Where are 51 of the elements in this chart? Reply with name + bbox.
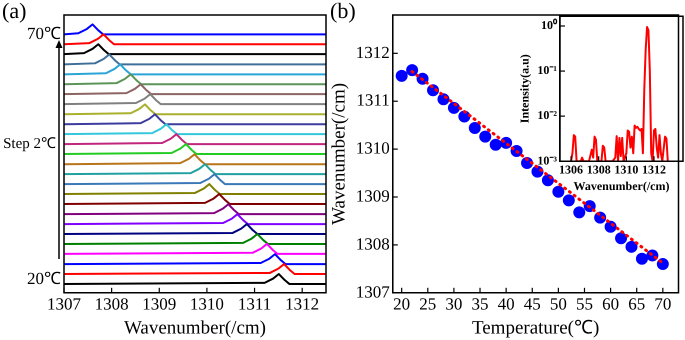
x-tick-label: 1310 [190, 294, 224, 314]
y-tick-label: 1307 [356, 282, 390, 302]
annotation: 20℃ [27, 268, 61, 288]
y-tick-label: 10⁻¹ [537, 63, 558, 78]
point [636, 252, 648, 265]
annotation: 70℃ [27, 24, 61, 43]
point [552, 186, 564, 198]
point [468, 122, 481, 134]
y-tick-label: 1310 [356, 138, 390, 158]
x-tick-label: 35 [472, 294, 489, 314]
point [615, 232, 628, 244]
y-tick-label: 1312 [356, 42, 390, 62]
y-tick-label: 10⁰ [541, 18, 558, 32]
x-tick-label: 1312 [285, 294, 320, 314]
y-axis-title: Intensity(a.u) [517, 54, 532, 124]
x-axis-title: Temperature(℃) [472, 318, 600, 339]
y-tick-label: 1311 [356, 90, 390, 110]
x-axis-title: Wavenumber(/cm) [124, 318, 266, 339]
y-tick-label: 1309 [356, 186, 390, 206]
y-tick-label: 10⁻³ [537, 153, 558, 168]
x-tick-label: 1308 [586, 162, 611, 176]
x-tick-label: 1306 [559, 162, 584, 176]
point [562, 194, 575, 206]
x-tick-label: 25 [419, 294, 436, 314]
x-tick-label: 1311 [238, 294, 272, 314]
y-tick-label: 10⁻² [537, 108, 558, 122]
x-axis-title: Wavenumber(/cm) [574, 178, 670, 193]
point [396, 70, 408, 82]
x-tick-label: 1310 [614, 162, 638, 176]
x-tick-label: 65 [628, 294, 646, 314]
point [490, 138, 502, 151]
y-axis-title: Wavenumber(/cm) [328, 82, 350, 225]
y-tick-label: 1308 [356, 234, 390, 254]
point [479, 130, 492, 143]
chart-title: (a) [2, 0, 26, 23]
x-tick-label: 1309 [142, 294, 176, 314]
x-tick-label: 1312 [642, 162, 666, 176]
chart-title: (b) [330, 0, 356, 23]
x-tick-label: 45 [524, 294, 541, 314]
x-tick-label: 70 [654, 294, 672, 314]
x-tick-label: 60 [602, 294, 620, 314]
text: Step 2℃ [3, 136, 56, 152]
x-tick-label: 1307 [47, 294, 82, 314]
point [573, 206, 586, 218]
x-tick-label: 55 [576, 294, 593, 314]
x-tick-label: 20 [393, 294, 410, 314]
point [625, 240, 638, 253]
x-tick-label: 1308 [94, 294, 129, 314]
x-tick-label: 30 [445, 294, 462, 314]
x-tick-label: 50 [550, 294, 567, 314]
x-tick-label: 40 [498, 294, 515, 314]
